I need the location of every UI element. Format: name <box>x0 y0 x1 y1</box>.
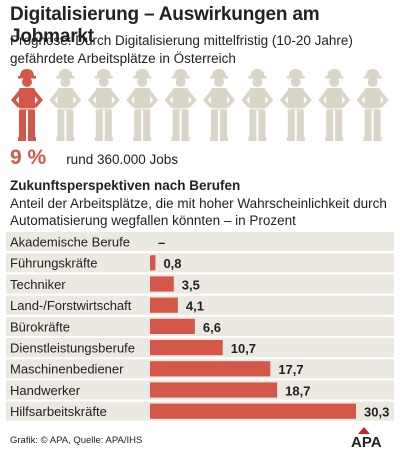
chart-row-background <box>6 295 394 315</box>
worker-pictogram <box>11 69 389 141</box>
worker-icon <box>11 69 43 141</box>
page-title: Digitalisierung – Auswirkungen am Jobmar… <box>10 4 320 47</box>
data-bar <box>150 255 156 271</box>
worker-icon <box>49 69 82 141</box>
apa-logo-text: APA <box>351 434 382 449</box>
value-label: 6,6 <box>203 320 221 335</box>
category-label: Dienstleistungsberufe <box>10 341 135 356</box>
worker-icon <box>241 69 274 141</box>
section-description: Anteil der Arbeitsplätze, die mit hoher … <box>10 196 387 228</box>
page-subtitle: Prognose: Durch Digitalisierung mittelfr… <box>10 33 353 66</box>
data-bar <box>150 276 174 292</box>
source-note: Grafik: © APA, Quelle: APA/IHS <box>10 435 143 446</box>
section-title: Zukunftsperspektiven nach Berufen <box>10 178 241 193</box>
category-label: Maschinenbediener <box>10 362 124 377</box>
summary-row: 9 % rund 360.000 Jobs <box>10 146 178 170</box>
data-bar <box>150 340 223 356</box>
summary-jobs: rund 360.000 Jobs <box>66 152 179 167</box>
worker-icon <box>87 69 120 141</box>
chart-row-background <box>6 316 394 336</box>
chart-row-background <box>6 232 394 252</box>
category-label: Bürokräfte <box>10 319 70 334</box>
chart-row-background <box>6 253 394 273</box>
category-label: Führungskräfte <box>10 256 97 271</box>
worker-icon <box>279 69 312 141</box>
worker-icon <box>203 69 235 141</box>
category-label: Land-/Forstwirtschaft <box>10 298 132 313</box>
value-label: 18,7 <box>285 383 310 398</box>
data-bar <box>150 361 271 377</box>
bar-chart: Akademische Berufe – Führungskräfte 0,8 Tech… <box>6 232 394 421</box>
apa-logo-triangle <box>358 427 370 434</box>
value-label: 3,5 <box>182 277 200 292</box>
category-label: Techniker <box>10 277 66 292</box>
category-label: Akademische Berufe <box>10 235 130 250</box>
data-bar <box>150 403 356 419</box>
data-bar <box>150 382 278 398</box>
worker-icon <box>356 69 389 141</box>
worker-icon <box>126 69 159 141</box>
value-label: 30,3 <box>364 405 389 420</box>
value-label: 0,8 <box>163 256 181 271</box>
worker-icon <box>318 69 351 141</box>
data-bar <box>150 318 195 334</box>
apa-logo: APA <box>351 427 382 449</box>
value-label: 10,7 <box>231 341 256 356</box>
category-label: Hilfsarbeitskräfte <box>10 404 107 419</box>
value-label: – <box>158 235 165 250</box>
worker-icon <box>164 69 197 141</box>
data-bar <box>150 297 178 313</box>
chart-row-background <box>6 274 394 294</box>
value-label: 4,1 <box>186 299 204 314</box>
value-label: 17,7 <box>278 362 303 377</box>
category-label: Handwerker <box>10 383 81 398</box>
summary-percent: 9 % <box>10 146 47 169</box>
